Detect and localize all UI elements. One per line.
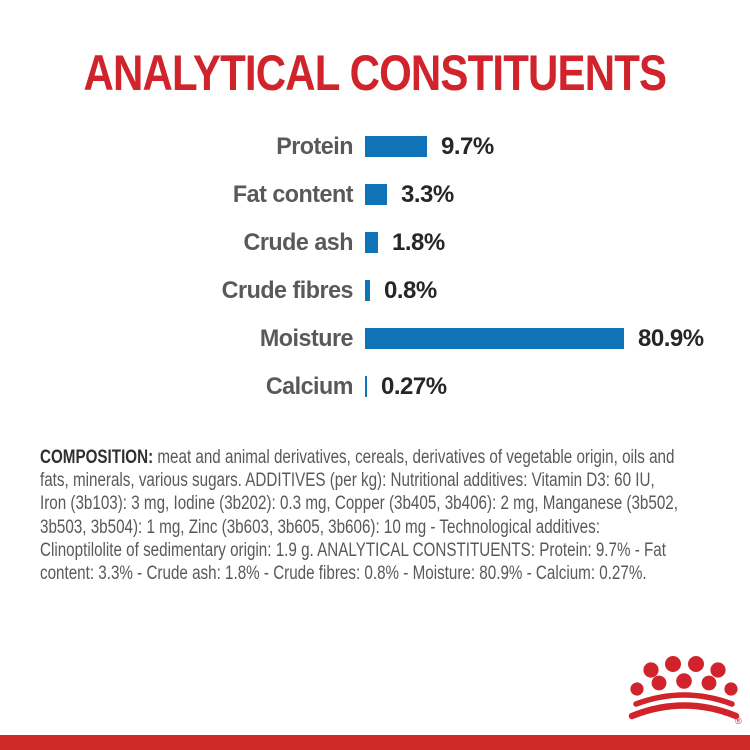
bar	[365, 232, 378, 253]
chart-row: Calcium 0.27%	[0, 373, 750, 400]
bar-value: 0.27%	[381, 372, 447, 400]
chart-row: Fat content 3.3%	[0, 181, 750, 208]
composition-line: 3b503, 3b504): 1 mg, Zinc (3b603, 3b605,…	[40, 516, 600, 538]
composition-heading: COMPOSITION:	[40, 447, 154, 468]
bar-value: 1.8%	[392, 228, 445, 256]
bar-value: 80.9%	[638, 324, 704, 352]
bar-label: Crude ash	[243, 228, 354, 256]
bar-label: Calcium	[265, 372, 354, 400]
bar	[365, 184, 387, 205]
chart-row: Crude ash 1.8%	[0, 229, 750, 256]
bar-label: Protein	[276, 132, 353, 160]
bar	[365, 376, 367, 397]
bar	[365, 280, 370, 301]
bar-label: Moisture	[259, 324, 354, 352]
bar-value: 9.7%	[441, 132, 494, 160]
bar-label: Crude fibres	[221, 276, 354, 304]
chart-row: Moisture 80.9%	[0, 325, 750, 352]
bar-value: 3.3%	[401, 180, 454, 208]
crown-arc-lower	[628, 702, 740, 720]
composition-text: COMPOSITION: meat and animal derivatives…	[40, 446, 716, 585]
bar	[365, 136, 427, 157]
page-title: ANALYTICAL CONSTITUENTS	[83, 45, 668, 101]
composition-line: Clinoptilolite of sedimentary origin: 1.…	[40, 539, 666, 561]
trademark-symbol: ®	[735, 716, 742, 726]
chart-row: Protein 9.7%	[0, 133, 750, 160]
composition-line: Iron (3b103): 3 mg, Iodine (3b202): 0.3 …	[40, 493, 678, 515]
composition-line: content: 3.3% - Crude ash: 1.8% - Crude …	[40, 563, 647, 585]
crown-arc-upper	[633, 692, 735, 707]
royal-canin-crown-logo: ®	[628, 656, 742, 726]
bar-label: Fat content	[232, 180, 354, 208]
bar	[365, 328, 624, 349]
chart-row: Crude fibres 0.8%	[0, 277, 750, 304]
bar-value: 0.8%	[384, 276, 437, 304]
composition-line: fats, minerals, various sugars. ADDITIVE…	[40, 470, 655, 492]
composition-line: COMPOSITION: meat and animal derivatives…	[40, 446, 716, 469]
footer-band	[0, 735, 750, 750]
constituents-bar-chart: Protein 9.7% Fat content 3.3% Crude ash …	[0, 133, 750, 424]
composition-line1-rest: meat and animal derivatives, cereals, de…	[153, 447, 675, 468]
